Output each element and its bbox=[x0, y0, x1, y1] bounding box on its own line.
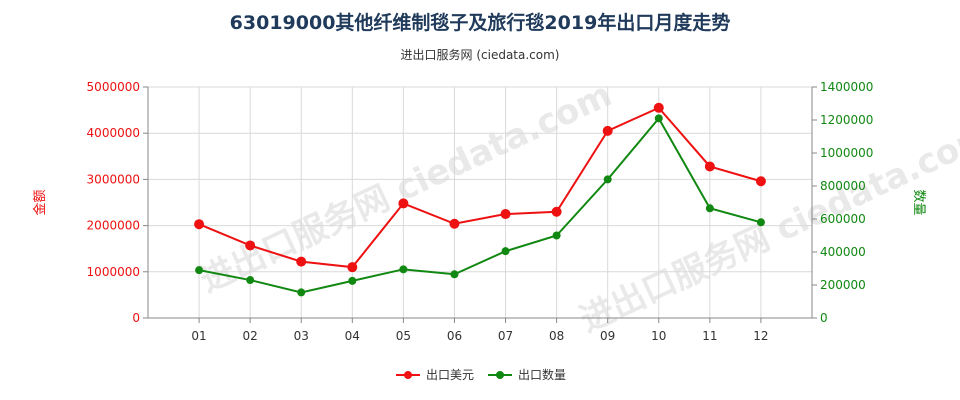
x-tick-label: 07 bbox=[498, 329, 513, 343]
series-1-point bbox=[653, 102, 664, 113]
x-tick-label: 06 bbox=[447, 329, 462, 343]
y-right-tick-label: 600000 bbox=[820, 212, 866, 226]
x-tick-label: 01 bbox=[191, 329, 206, 343]
y-left-tick-label: 4000000 bbox=[87, 126, 140, 140]
x-tick-label: 02 bbox=[243, 329, 258, 343]
series-1-point bbox=[704, 161, 715, 172]
series-1-point bbox=[245, 240, 256, 251]
legend-label: 出口美元 bbox=[426, 368, 474, 382]
chart-subtitle: 进出口服务网 (ciedata.com) bbox=[400, 48, 560, 62]
series-2-point bbox=[195, 266, 204, 275]
y-left-tick-label: 3000000 bbox=[87, 172, 140, 186]
x-tick-label: 11 bbox=[702, 329, 717, 343]
y-left-tick-label: 0 bbox=[132, 311, 140, 325]
series-2-point bbox=[501, 247, 510, 256]
legend-swatch-marker bbox=[496, 371, 504, 379]
x-tick-label: 10 bbox=[651, 329, 666, 343]
legend-swatch-marker bbox=[404, 371, 412, 379]
series-1-point bbox=[602, 125, 613, 136]
series-2-point bbox=[705, 204, 714, 213]
legend-label: 出口数量 bbox=[518, 367, 566, 382]
series-1-point bbox=[500, 209, 511, 220]
series-2-point bbox=[399, 265, 408, 274]
series-2-point bbox=[450, 270, 459, 279]
x-tick-label: 04 bbox=[345, 329, 360, 343]
y-right-tick-label: 200000 bbox=[820, 278, 866, 292]
x-tick-label: 03 bbox=[294, 329, 309, 343]
series-2-point bbox=[348, 276, 357, 285]
series-line-2 bbox=[198, 116, 762, 294]
series-1-point bbox=[449, 218, 460, 229]
x-tick-label: 12 bbox=[753, 329, 768, 343]
x-tick-label: 08 bbox=[549, 329, 564, 343]
y-right-tick-label: 800000 bbox=[820, 179, 866, 193]
series-2-point bbox=[603, 175, 612, 184]
series-2-point bbox=[654, 114, 663, 123]
y-right-tick-label: 0 bbox=[820, 311, 828, 325]
y-left-tick-label: 1000000 bbox=[87, 265, 140, 279]
series-1-point bbox=[347, 262, 358, 273]
y-left-tick-label: 2000000 bbox=[87, 219, 140, 233]
y-right-axis-label: 数量 bbox=[911, 189, 926, 215]
y-left-tick-label: 5000000 bbox=[87, 80, 140, 94]
series-2-point bbox=[756, 218, 765, 227]
series-1-point bbox=[194, 219, 205, 230]
y-right-tick-label: 1000000 bbox=[820, 146, 873, 160]
chart-title: 63019000其他纤维制毯子及旅行毯2019年出口月度走势 bbox=[229, 12, 731, 34]
series-2-point bbox=[246, 276, 255, 285]
x-tick-label: 09 bbox=[600, 329, 615, 343]
series-1-point bbox=[755, 176, 766, 187]
y-left-axis-label: 金额 bbox=[32, 189, 48, 215]
series-1-point bbox=[398, 198, 409, 209]
x-tick-label: 05 bbox=[396, 329, 411, 343]
series-2-point bbox=[297, 288, 306, 297]
series-1-point bbox=[296, 256, 307, 267]
y-right-tick-label: 400000 bbox=[820, 245, 866, 259]
y-right-tick-label: 1400000 bbox=[820, 80, 873, 94]
series-line-1 bbox=[198, 106, 762, 269]
series-1-point bbox=[551, 206, 562, 217]
y-right-tick-label: 1200000 bbox=[820, 113, 873, 127]
series-2-point bbox=[552, 231, 561, 240]
